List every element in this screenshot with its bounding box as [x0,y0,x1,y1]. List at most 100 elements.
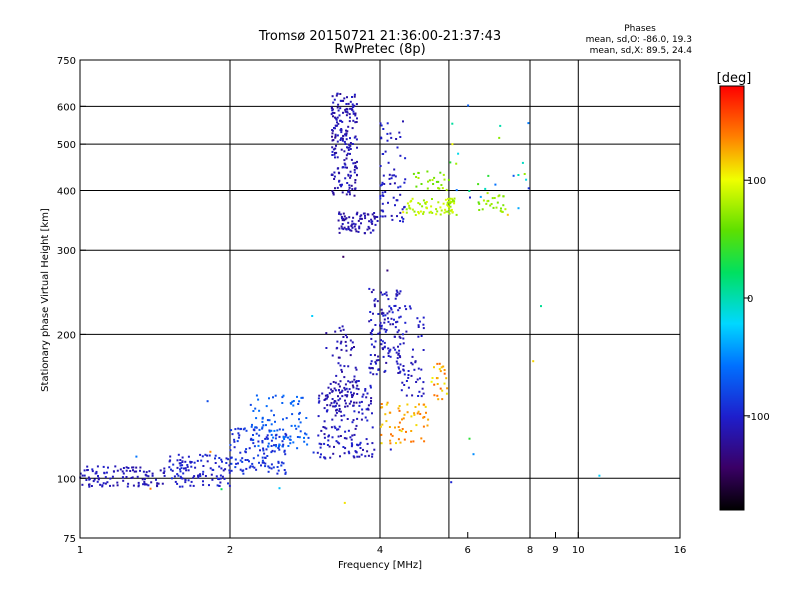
data-point [276,429,279,432]
data-point [157,482,160,485]
data-point [351,143,354,145]
data-point [391,311,394,314]
data-point [348,191,351,194]
data-point [423,440,426,443]
y-axis-label: Stationary phase Virtual Height [km] [40,208,51,392]
data-point [281,396,284,399]
data-point [370,218,373,221]
data-point [371,442,374,445]
data-point [272,436,275,439]
data-point [102,465,105,468]
data-point [339,435,342,437]
data-point [291,400,294,403]
data-point [349,100,352,103]
data-point [340,419,343,422]
data-point [206,454,209,457]
colorbar-ticks: 100 0 -100 [744,176,770,423]
data-point [398,349,401,352]
data-point [257,398,260,401]
data-point [422,316,425,319]
data-point [129,470,132,472]
data-point [149,487,152,490]
y-tick-label: 400 [57,186,76,197]
data-point [341,191,344,194]
data-point [355,121,358,123]
data-point [397,353,400,356]
data-point [322,426,325,428]
data-point [282,435,285,438]
data-point [200,459,203,462]
data-point [106,481,109,484]
data-point [357,219,360,222]
data-point [349,142,352,144]
data-point [343,140,346,143]
data-point [527,122,530,125]
data-point [421,387,424,390]
data-point [277,460,280,463]
data-point [341,395,344,398]
data-point [296,436,299,438]
data-point [216,484,219,487]
data-point [343,437,346,440]
data-point [343,218,345,221]
data-point [267,470,270,473]
data-point [344,108,347,111]
data-point [345,395,348,398]
data-point [403,413,406,416]
data-point [330,426,333,429]
data-point [435,213,438,216]
data-point [387,347,390,350]
data-point [268,397,270,400]
data-point [189,461,192,464]
data-point [277,469,280,472]
data-point [422,199,425,202]
data-point [502,195,505,198]
data-point [373,345,376,348]
data-point [227,482,229,485]
data-point [343,365,346,368]
data-point [356,146,358,149]
data-point [339,455,341,458]
data-point [333,400,336,402]
data-point [377,313,380,315]
data-point [270,463,273,466]
data-point [391,218,394,221]
data-point [354,114,357,117]
data-point [236,440,239,443]
data-point [289,442,292,445]
data-point [144,483,147,486]
data-point [491,197,494,200]
data-point [271,449,274,452]
colorbar-tick-label: 0 [747,294,753,305]
chart-subtitle: RwPretec (8p) [334,42,425,57]
data-point [370,221,373,224]
data-point [395,289,398,292]
data-point [354,366,357,369]
data-point [345,129,347,132]
data-point [387,320,390,323]
data-point [328,392,331,395]
data-point [447,200,450,203]
data-point [394,326,397,329]
data-point [268,429,271,432]
data-point [248,460,250,463]
data-point [395,442,397,445]
data-point [442,202,445,205]
data-point [342,212,345,215]
data-point [334,404,337,407]
data-point [339,364,342,367]
data-point [417,324,420,327]
data-point [130,477,133,479]
data-point [352,119,355,122]
data-point [353,378,356,381]
data-point [173,475,176,478]
data-point [416,317,419,320]
data-point [402,368,405,371]
data-point [445,188,448,191]
data-point [407,376,410,379]
data-point [333,171,336,174]
data-point [402,417,405,420]
data-point [305,433,308,436]
data-point [401,428,404,430]
data-point [235,462,238,465]
